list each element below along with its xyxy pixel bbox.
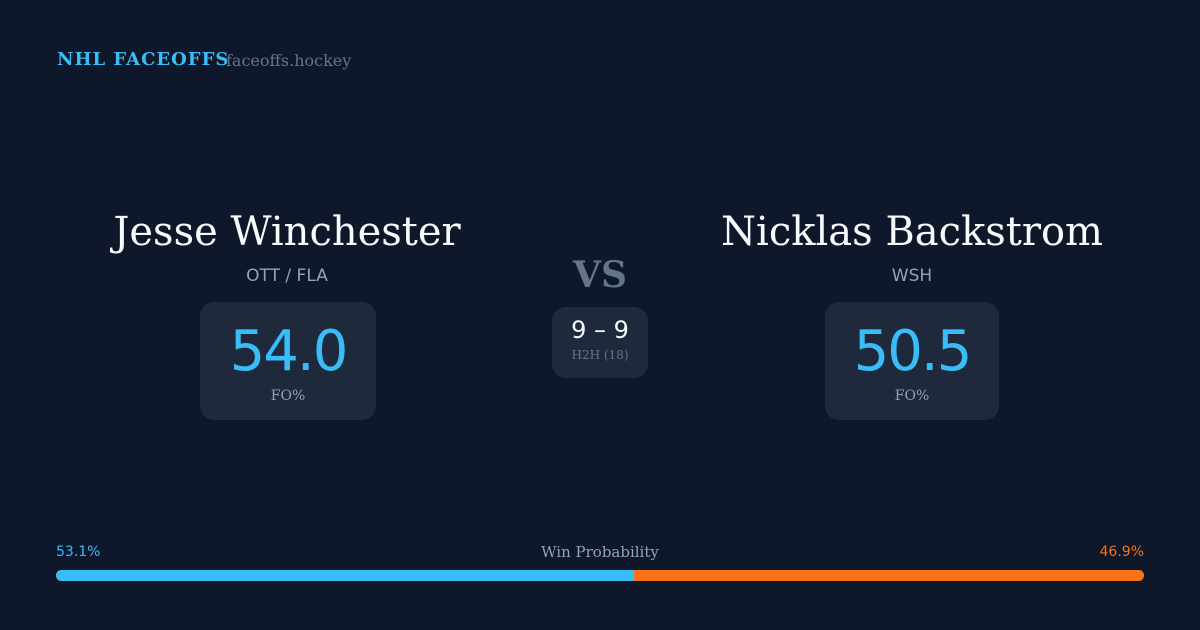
left-win-bar xyxy=(56,570,634,581)
h2h-score: 9 – 9 xyxy=(571,316,629,344)
left-fo-pct: 54.0 xyxy=(229,319,349,384)
right-player-team: WSH xyxy=(891,266,933,286)
right-player-name: Nicklas Backstrom xyxy=(721,209,1103,255)
right-fo-label: FO% xyxy=(894,388,930,404)
win-probability-label: Win Probability xyxy=(541,543,659,561)
left-fo-label: FO% xyxy=(270,388,306,404)
left-win-pct: 53.1% xyxy=(56,544,101,560)
brand-title: NHL FACEOFFS xyxy=(57,49,230,70)
left-player-name: Jesse Winchester xyxy=(113,209,461,255)
vs-label: VS xyxy=(573,254,627,296)
right-fo-pct: 50.5 xyxy=(853,319,973,384)
right-win-pct: 46.9% xyxy=(1099,544,1144,560)
left-fo-box: 54.0 FO% xyxy=(200,302,376,420)
win-probability-bar xyxy=(56,570,1144,581)
right-win-bar xyxy=(633,570,1144,581)
left-player: Jesse Winchester OTT / FLA xyxy=(37,212,537,286)
site-url: faceoffs.hockey xyxy=(226,51,352,70)
h2h-box: 9 – 9 H2H (18) xyxy=(552,307,648,378)
left-player-team: OTT / FLA xyxy=(246,266,328,286)
right-fo-box: 50.5 FO% xyxy=(825,302,999,420)
right-player: Nicklas Backstrom WSH xyxy=(662,212,1162,286)
h2h-label: H2H (18) xyxy=(571,348,629,362)
